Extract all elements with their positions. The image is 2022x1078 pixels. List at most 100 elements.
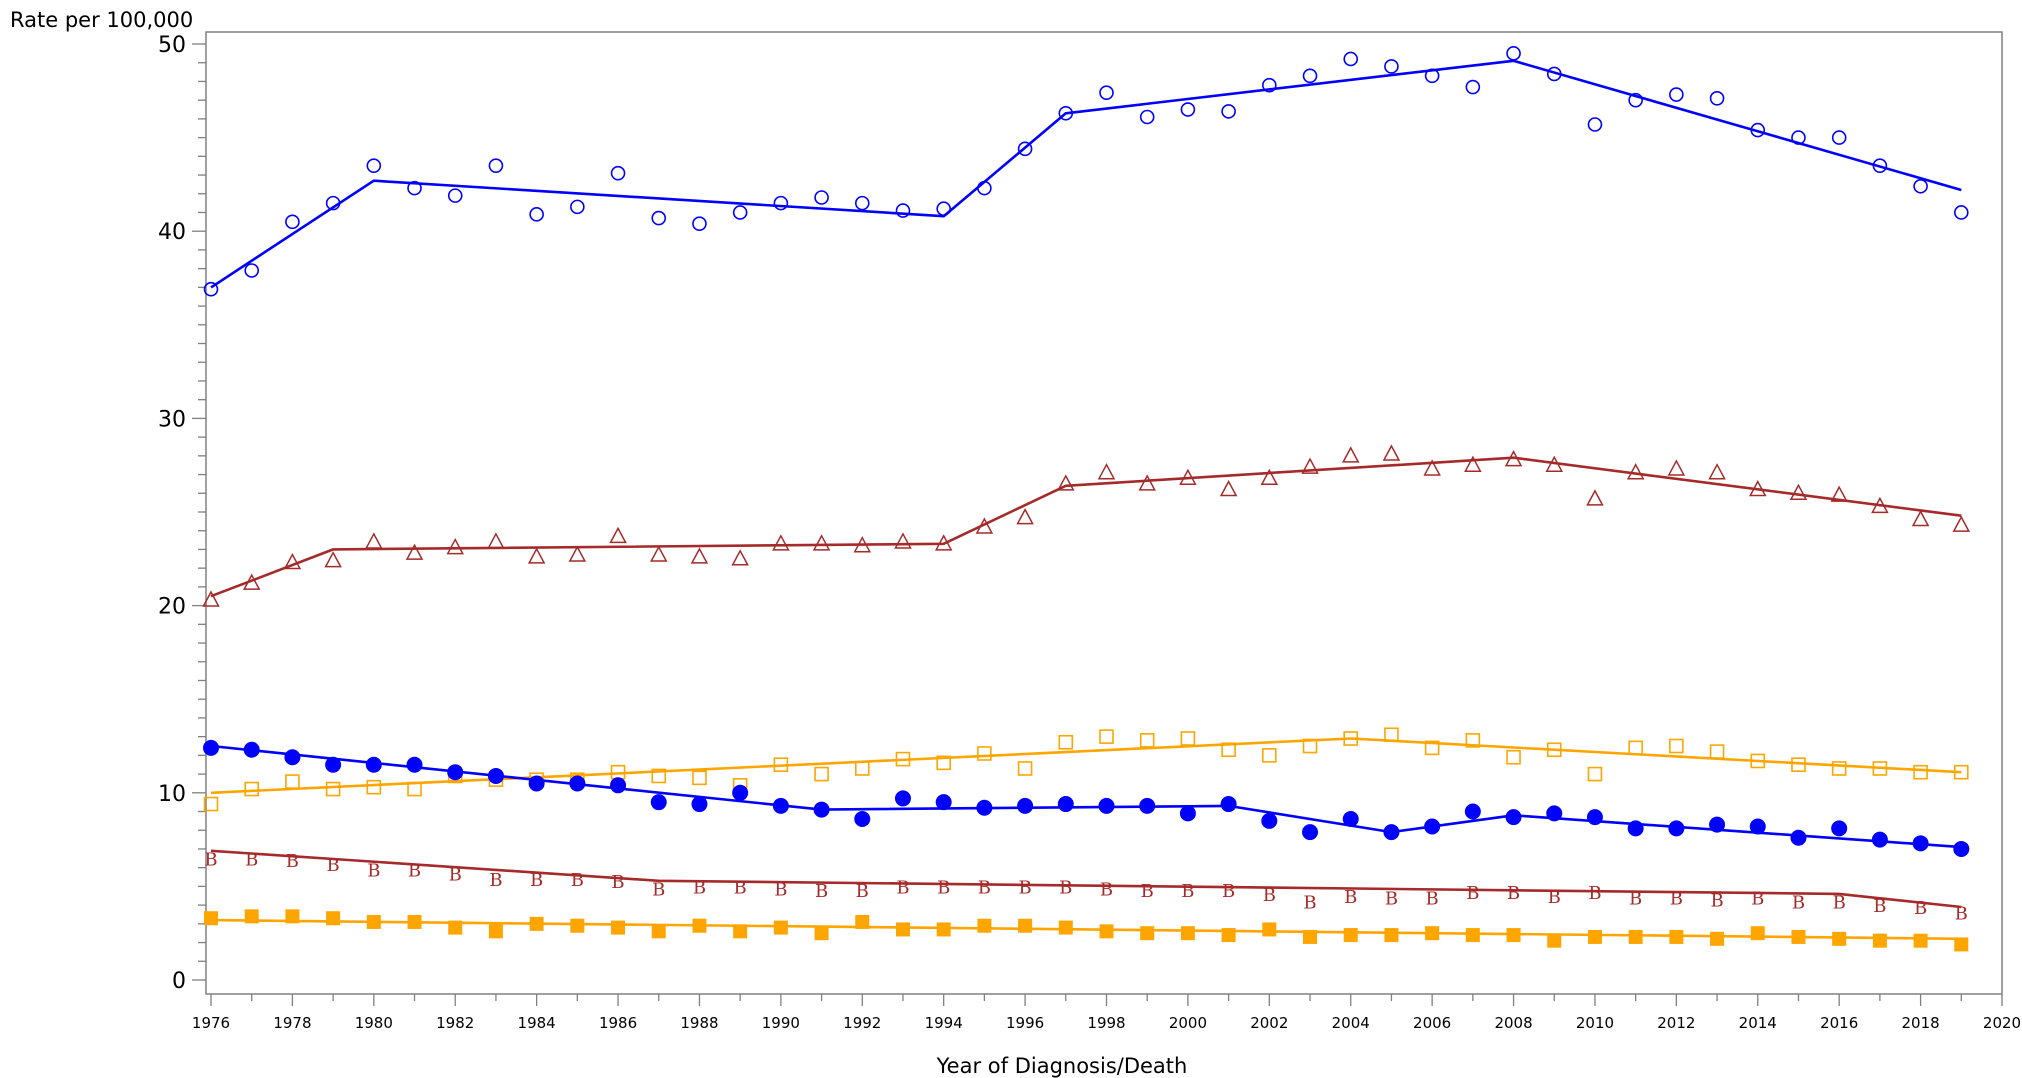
data-point [649, 545, 668, 562]
data-point [1099, 85, 1114, 100]
data-point [326, 911, 341, 926]
data-point: B [1670, 889, 1683, 910]
data-point [1343, 731, 1359, 746]
data-point [1750, 753, 1766, 769]
data-point [1016, 508, 1034, 525]
data-point: B [367, 861, 380, 882]
data-point [1017, 797, 1034, 814]
data-point [895, 922, 910, 937]
data-point [1423, 459, 1441, 476]
data-point [651, 924, 666, 939]
data-point: B [1100, 879, 1113, 900]
data-point: B [286, 851, 299, 872]
data-point [1384, 727, 1399, 743]
data-point [936, 755, 951, 771]
data-point [1301, 457, 1319, 474]
data-point [1627, 820, 1644, 837]
data-point [1465, 733, 1481, 748]
x-tick-label: 2008 [1494, 1014, 1532, 1032]
series-layer: B B B B B B B B B B B B B B B B B B B B B B B B B B B B B B B B B B B B B B B B… [202, 46, 1971, 952]
data-point [1262, 748, 1277, 763]
data-point [1139, 733, 1155, 748]
data-point [1587, 766, 1603, 782]
data-point [1097, 463, 1116, 480]
data-point: B [1181, 881, 1194, 902]
trend-line [210, 737, 1962, 795]
data-point [1179, 468, 1197, 486]
data-point [1342, 811, 1359, 828]
data-point [855, 914, 870, 929]
data-point: B [815, 881, 828, 902]
data-point [1912, 835, 1929, 852]
data-point [1667, 459, 1686, 476]
data-point: B [1059, 877, 1072, 898]
data-point [1791, 929, 1806, 944]
trend-line [210, 456, 1962, 598]
data-point [1547, 933, 1562, 948]
data-point [1709, 90, 1725, 106]
x-tick-label: 2018 [1901, 1014, 1939, 1032]
data-point [1057, 474, 1075, 491]
data-point [610, 777, 627, 794]
data-point [1464, 455, 1482, 472]
data-point [1791, 130, 1806, 145]
x-tick-label: 1988 [680, 1014, 718, 1032]
x-axis-title: Year of Diagnosis/Death [936, 1054, 1188, 1078]
data-point [1871, 831, 1888, 848]
data-point [731, 549, 749, 566]
data-point: B [1303, 892, 1316, 913]
data-point [935, 794, 952, 811]
data-point [242, 573, 261, 590]
data-point [529, 207, 544, 222]
data-point [692, 918, 707, 933]
data-point [1586, 489, 1604, 506]
data-point: B [856, 881, 869, 902]
data-point: B [571, 870, 584, 891]
data-point: B [978, 877, 991, 898]
series-group [203, 739, 1970, 857]
data-point [325, 195, 341, 211]
data-point [609, 526, 627, 544]
x-tick-label: 1990 [762, 1014, 800, 1032]
data-point: B [1141, 881, 1154, 902]
data-point [692, 770, 707, 786]
data-point [936, 201, 951, 217]
data-point [1626, 463, 1645, 480]
data-point [1424, 818, 1441, 835]
data-point: B [1263, 885, 1276, 906]
axes: 0 10 20 30 40 50 1976 1978 1980 1982 1984 1986 1988 1… [158, 33, 2021, 1032]
data-point [1262, 77, 1277, 93]
data-point: B [1548, 887, 1561, 908]
data-point [1464, 803, 1481, 820]
data-point: B [245, 849, 258, 870]
data-point [1504, 449, 1523, 467]
data-point [1952, 515, 1971, 532]
data-point [325, 756, 342, 773]
data-point [894, 790, 911, 807]
data-point [977, 746, 992, 761]
data-point [1546, 805, 1563, 822]
data-point [366, 779, 382, 795]
data-point [975, 517, 994, 534]
data-point [407, 781, 422, 797]
data-point: B [1426, 889, 1439, 910]
data-point [773, 757, 789, 773]
data-point [1221, 928, 1236, 943]
data-point [977, 918, 992, 933]
data-point [1017, 761, 1033, 776]
data-point [366, 914, 381, 929]
y-tick-label: 50 [158, 33, 186, 58]
data-point [854, 195, 870, 211]
data-point [1953, 840, 1970, 857]
data-point: B [1222, 881, 1235, 902]
data-point [1953, 764, 1969, 780]
data-point [285, 214, 300, 230]
data-point [1220, 796, 1237, 813]
data-point [244, 909, 259, 924]
data-point [814, 926, 829, 941]
data-point [1180, 731, 1196, 746]
data-point [1545, 455, 1564, 472]
data-point [1506, 928, 1521, 943]
data-point: B [1873, 896, 1886, 917]
